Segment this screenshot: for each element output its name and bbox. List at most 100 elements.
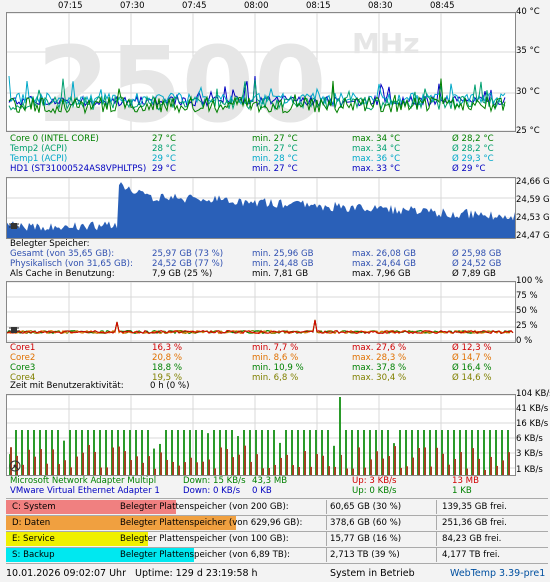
drive-label: D: Daten	[12, 518, 51, 528]
memory-name: Physikalisch (von 31,65 GB):	[10, 259, 133, 269]
cpu-avg: Ø 12,3 %	[452, 343, 492, 353]
temp-avg: Ø 29,3 °C	[452, 154, 494, 164]
drive-desc: Belegter Plattenspeicher (von 200 GB):	[120, 502, 289, 512]
memory-plot	[7, 178, 515, 238]
time-axis-label: 07:15	[58, 1, 83, 11]
cpu-max: max. 27,6 %	[352, 343, 407, 353]
drive-row: E: Service Belegter Plattenspeicher (von …	[6, 532, 548, 547]
status-uptime: Uptime: 129 d 23:19:58 h	[135, 568, 258, 579]
cpu-chip-icon	[9, 325, 19, 335]
cpu-avg: Ø 14,7 %	[452, 353, 492, 363]
cpu-tick-label: 75 %	[516, 291, 538, 301]
drive-row: C: System Belegter Plattenspeicher (von 2…	[6, 500, 548, 515]
memory-name: Als Cache in Benutzung:	[10, 269, 115, 279]
cpu-cur: 18,8 %	[152, 363, 183, 373]
drive-usage-bar	[6, 500, 176, 514]
cpu-avg: Ø 14,6 %	[452, 373, 492, 383]
memory-min: min. 7,81 GB	[252, 269, 309, 279]
temp-avg: Ø 28,2 °C	[452, 144, 494, 154]
drive-desc: Belegter Plattenspeicher (von 629,96 GB)…	[120, 518, 303, 528]
temp-max: max. 34 °C	[352, 134, 401, 144]
temp-avg: Ø 28,2 °C	[452, 134, 494, 144]
cpu-min: min. 10,9 %	[252, 363, 304, 373]
temp-cur: 29 °C	[152, 164, 176, 174]
temp-tick-label: 25 °C	[516, 126, 540, 136]
temperature-graph: 2500 MHz	[6, 12, 516, 132]
status-state: System in Betrieb	[330, 568, 415, 579]
cpu-max: max. 28,3 %	[352, 353, 407, 363]
network-down: Down: 0 KB/s	[183, 486, 241, 496]
drive-desc: Belegter Plattenspeicher (von 6,89 TB):	[120, 550, 291, 560]
memory-avg: Ø 25,98 GB	[452, 249, 502, 259]
cpu-name: Core2	[10, 353, 36, 363]
temp-tick-label: 30 °C	[516, 87, 540, 97]
time-axis-label: 07:30	[120, 1, 145, 11]
drive-free: 4,177 TB frei.	[442, 550, 500, 560]
memory-chip-icon	[9, 221, 19, 231]
drive-used: 15,77 GB (16 %)	[330, 534, 402, 544]
temp-name: HD1 (ST31000524AS8VPHLTPS)	[10, 164, 147, 174]
temp-max: max. 34 °C	[352, 144, 401, 154]
cpu-name: Core4	[10, 373, 36, 383]
cpu-cur: 16,3 %	[152, 343, 183, 353]
network-down: Down: 15 KB/s	[183, 476, 246, 486]
network-total-down: 0 KB	[252, 486, 272, 496]
network-up: Up: 0 KB/s	[352, 486, 397, 496]
cpu-max: max. 30,4 %	[352, 373, 407, 383]
temperature-plot: 2500 MHz	[7, 13, 515, 131]
memory-max: max. 7,96 GB	[352, 269, 411, 279]
frequency-watermark: 2500	[37, 24, 326, 131]
frequency-unit-watermark: MHz	[352, 27, 420, 60]
memory-tick-label: 24,66 GB	[516, 177, 550, 187]
memory-max: max. 26,08 GB	[352, 249, 417, 259]
cpu-cur: 19,5 %	[152, 373, 183, 383]
memory-title: Belegter Speicher:	[10, 239, 90, 249]
cpu-graph	[6, 281, 516, 343]
memory-min: min. 25,96 GB	[252, 249, 314, 259]
drive-free: 251,36 GB frei.	[442, 518, 507, 528]
time-axis-label: 08:45	[430, 1, 455, 11]
memory-avg: Ø 24,52 GB	[452, 259, 502, 269]
network-tick-label: 1 KB/s	[516, 465, 543, 475]
memory-min: min. 24,48 GB	[252, 259, 314, 269]
cpu-tick-label: 100 %	[516, 276, 544, 286]
drive-label: C: System	[12, 502, 56, 512]
memory-cur: 25,97 GB (73 %)	[152, 249, 224, 259]
status-datetime: 10.01.2026 09:02:07 Uhr	[6, 568, 126, 579]
network-plot	[7, 395, 515, 475]
cpu-plot	[7, 282, 515, 342]
drive-usage-bar	[6, 548, 194, 562]
drive-row: D: Daten Belegter Plattenspeicher (von 62…	[6, 516, 548, 531]
memory-max: max. 24,64 GB	[352, 259, 417, 269]
temp-name: Core 0 (INTEL CORE)	[10, 134, 99, 144]
cpu-tick-label: 0 %	[516, 336, 533, 346]
time-axis-label: 08:00	[244, 1, 269, 11]
drive-used: 2,713 TB (39 %)	[330, 550, 400, 560]
network-total-down: 43,3 MB	[252, 476, 288, 486]
temp-tick-label: 35 °C	[516, 46, 540, 56]
drive-label: S: Backup	[12, 550, 55, 560]
network-tick-label: 16 KB/s	[516, 419, 549, 429]
temp-cur: 29 °C	[152, 154, 176, 164]
time-axis-label: 07:45	[182, 1, 207, 11]
network-total-up: 1 KB	[452, 486, 472, 496]
memory-avg: Ø 7,89 GB	[452, 269, 496, 279]
time-axis-label: 08:15	[306, 1, 331, 11]
network-up: Up: 3 KB/s	[352, 476, 397, 486]
network-tick-label: 3 KB/s	[516, 449, 543, 459]
temp-min: min. 27 °C	[252, 144, 298, 154]
cpu-name: Core1	[10, 343, 36, 353]
memory-cur: 24,52 GB (77 %)	[152, 259, 224, 269]
cpu-cur: 20,8 %	[152, 353, 183, 363]
temp-min: min. 28 °C	[252, 154, 298, 164]
temp-max: max. 36 °C	[352, 154, 401, 164]
cpu-tick-label: 50 %	[516, 306, 538, 316]
temp-tick-label: 40 °C	[516, 7, 540, 17]
memory-tick-label: 24,59 GB	[516, 195, 550, 205]
cpu-avg: Ø 16,4 %	[452, 363, 492, 373]
memory-cur: 7,9 GB (25 %)	[152, 269, 213, 279]
user-activity-value: 0 h (0 %)	[150, 381, 190, 391]
network-tick-label: 104 KB/s	[516, 389, 550, 399]
drive-usage-bar	[6, 532, 148, 546]
temp-max: max. 33 °C	[352, 164, 401, 174]
